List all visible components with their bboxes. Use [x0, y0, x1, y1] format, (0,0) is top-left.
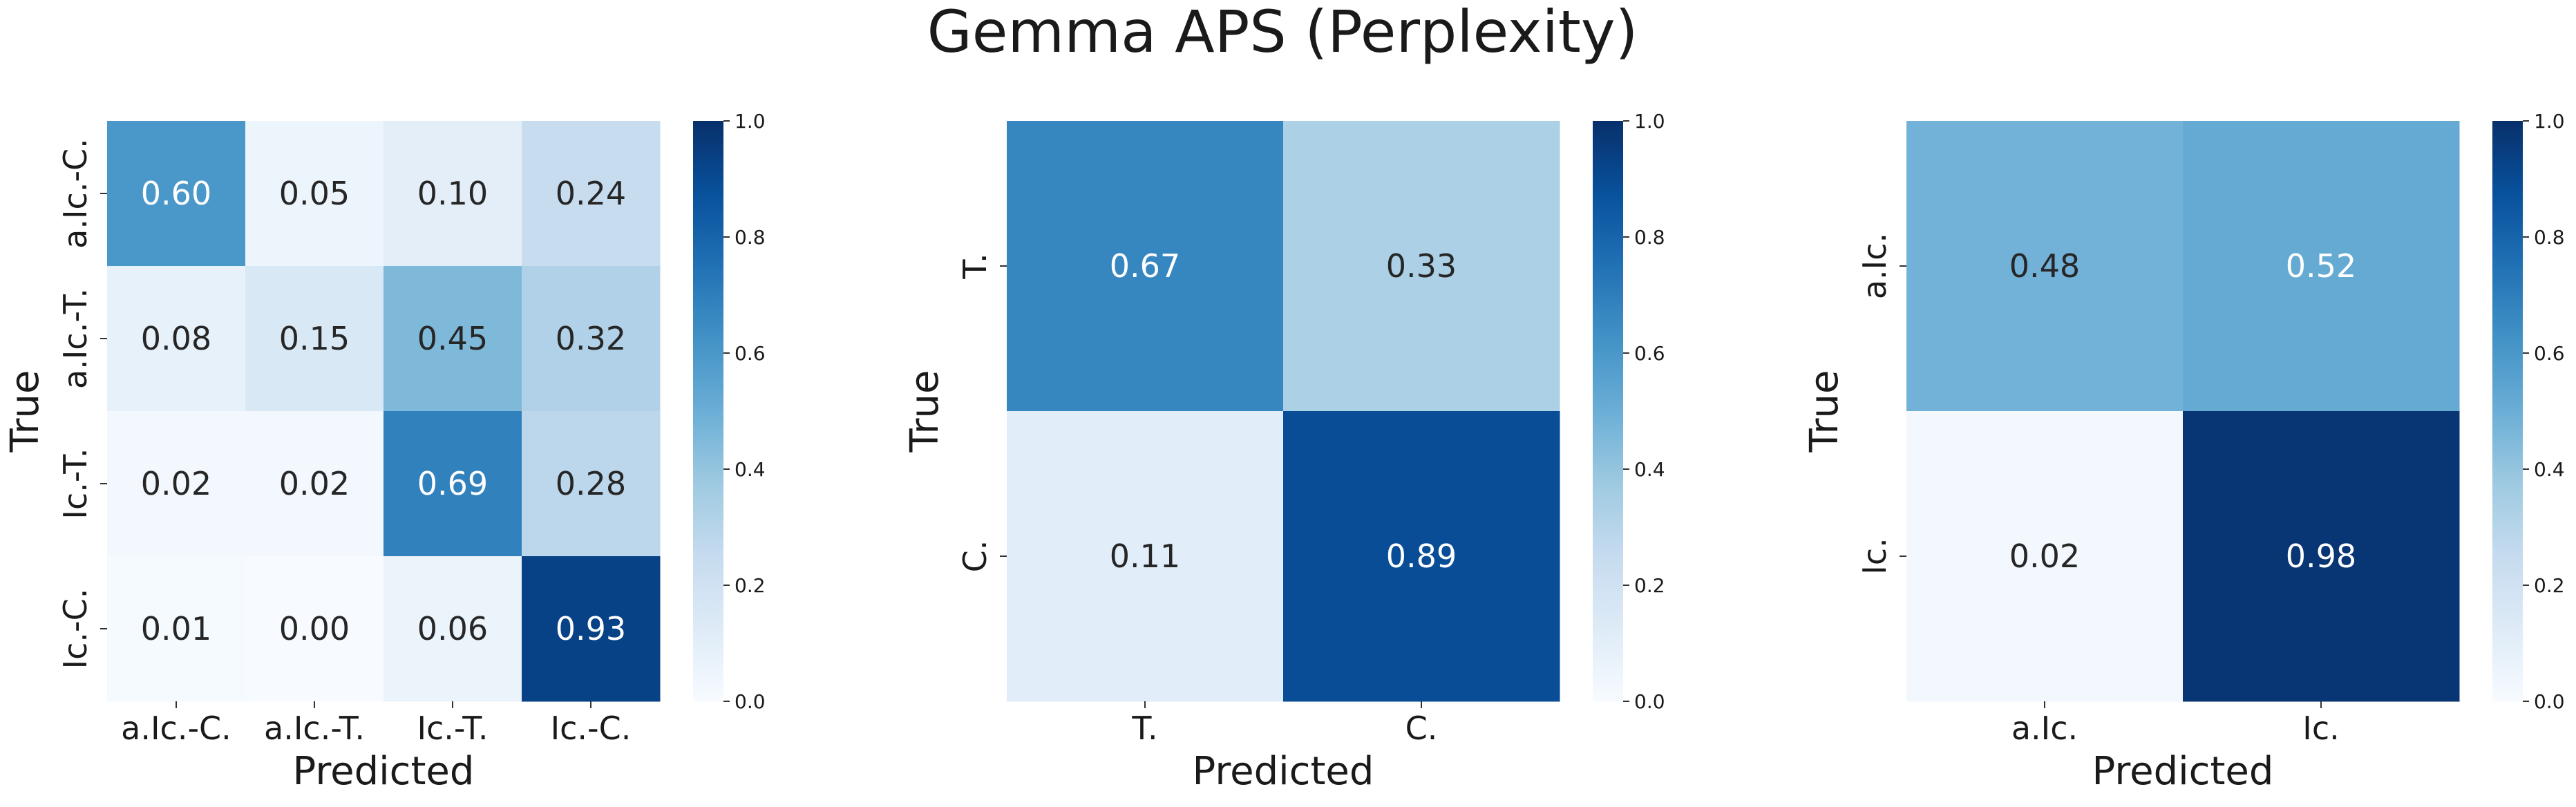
x-tick-label: a.Ic.-T.	[264, 710, 365, 747]
cell-value-label: 0.98	[2286, 538, 2356, 575]
cell-value-label: 0.06	[417, 610, 488, 647]
y-tick-label: T.	[956, 253, 994, 279]
colorbar-tick-label: 0.2	[1634, 574, 1665, 597]
heatmap-cell	[383, 411, 522, 557]
heatmap-cell	[522, 411, 661, 557]
cell-value-label: 0.11	[1110, 538, 1180, 575]
colorbar-tick-label: 0.8	[735, 226, 766, 249]
colorbar	[1593, 121, 1623, 701]
heatmap-panels: 0.60 0.05 0.10 0.24 0.08 0.15 0.45 0.32 0.02 0.02…	[3, 110, 2565, 794]
colorbar-tick-label: 0.6	[1634, 342, 1665, 365]
heatmap-cell	[107, 411, 246, 557]
heatmap-cell	[107, 556, 246, 702]
heatmap-panel-2: 0.67 0.33 0.11 0.89 T. C. T. C. Predicted True 0.0…	[902, 110, 1665, 794]
heatmap-cell	[2183, 121, 2460, 412]
cell-value-label: 0.24	[556, 175, 626, 212]
y-tick-label: Ic.	[1856, 538, 1893, 574]
colorbar-tick-label: 0.4	[2534, 458, 2565, 481]
x-axis-label: Predicted	[2092, 749, 2274, 794]
cell-value-label: 0.32	[556, 320, 626, 357]
y-tick-label: a.Ic.-C.	[57, 138, 94, 249]
heatmap-cell	[1906, 121, 2184, 412]
colorbar-tick-label: 0.0	[2534, 690, 2565, 713]
cell-value-label: 0.02	[141, 465, 211, 502]
y-axis-label: True	[3, 370, 48, 453]
heatmap-cell	[383, 266, 522, 412]
cell-value-label: 0.89	[1386, 538, 1457, 575]
heatmap-cell	[522, 556, 661, 702]
y-axis-label: True	[1802, 370, 1847, 453]
cell-value-label: 0.48	[2009, 247, 2080, 285]
colorbar-tick-label: 0.0	[735, 690, 766, 713]
heatmap-cell	[383, 556, 522, 702]
heatmap-cell	[2183, 411, 2460, 702]
cell-value-label: 0.67	[1110, 247, 1180, 285]
cell-value-label: 0.01	[141, 610, 211, 647]
heatmap-cell	[1283, 411, 1560, 702]
colorbar-tick-label: 0.2	[2534, 574, 2565, 597]
colorbar-tick-label: 0.4	[1634, 458, 1665, 481]
x-tick-label: Ic.	[2302, 710, 2339, 747]
x-tick-label: a.Ic.	[2011, 710, 2078, 747]
x-tick-label: Ic.-T.	[417, 710, 488, 747]
cell-value-label: 0.02	[279, 465, 350, 502]
heatmap-cell	[1906, 411, 2184, 702]
cell-value-label: 0.10	[417, 175, 488, 212]
colorbar-tick-label: 0.6	[735, 342, 766, 365]
colorbar-tick-label: 1.0	[2534, 110, 2565, 133]
y-tick-label: Ic.-C.	[57, 589, 94, 670]
colorbar-tick-label: 0.4	[735, 458, 766, 481]
colorbar-tick-label: 0.8	[1634, 226, 1665, 249]
x-axis-label: Predicted	[1193, 749, 1374, 794]
cell-value-label: 0.08	[141, 320, 211, 357]
colorbar-tick-label: 1.0	[1634, 110, 1665, 133]
x-tick-label: T.	[1131, 710, 1157, 747]
heatmap-cell	[245, 411, 384, 557]
colorbar-tick-label: 0.0	[1634, 690, 1665, 713]
heatmap-cell	[107, 266, 246, 412]
x-tick-label: C.	[1405, 710, 1438, 747]
cell-value-label: 0.93	[556, 610, 626, 647]
cell-value-label: 0.02	[2009, 538, 2080, 575]
figure-title: Gemma APS (Perplexity)	[927, 0, 1638, 66]
y-axis-label: True	[902, 370, 947, 453]
x-tick-label: a.Ic.-C.	[121, 710, 231, 747]
colorbar	[693, 121, 723, 701]
cell-value-label: 0.15	[279, 320, 350, 357]
heatmap-cell	[1283, 121, 1560, 412]
heatmap-cell	[245, 266, 384, 412]
colorbar-tick-label: 0.8	[2534, 226, 2565, 249]
x-axis-label: Predicted	[293, 749, 475, 794]
heatmap-cell	[383, 121, 522, 267]
cell-value-label: 0.00	[279, 610, 350, 647]
heatmap-cell	[107, 121, 246, 267]
y-tick-label: a.Ic.	[1856, 233, 1893, 299]
cell-value-label: 0.52	[2286, 247, 2356, 285]
heatmap-cell	[522, 266, 661, 412]
heatmap-panel-1: 0.60 0.05 0.10 0.24 0.08 0.15 0.45 0.32 0.02 0.02…	[3, 110, 766, 794]
colorbar	[2492, 121, 2523, 701]
y-tick-label: C.	[956, 540, 994, 573]
colorbar-tick-label: 0.6	[2534, 342, 2565, 365]
cell-value-label: 0.28	[556, 465, 626, 502]
y-tick-label: a.Ic.-T.	[57, 288, 94, 389]
heatmap-cell	[522, 121, 661, 267]
cell-value-label: 0.45	[417, 320, 488, 357]
colorbar-tick-label: 0.2	[735, 574, 766, 597]
cell-value-label: 0.05	[279, 175, 350, 212]
heatmap-panel-3: 0.48 0.52 0.02 0.98 a.Ic. Ic. a.Ic. Ic. Predicte…	[1802, 110, 2565, 794]
heatmap-cell	[1007, 411, 1284, 702]
y-tick-label: Ic.-T.	[57, 448, 94, 519]
colorbar-tick-label: 1.0	[735, 110, 766, 133]
cell-value-label: 0.33	[1386, 247, 1457, 285]
heatmap-cell	[1007, 121, 1284, 412]
heatmap-cell	[245, 121, 384, 267]
x-tick-label: Ic.-C.	[551, 710, 632, 747]
heatmap-cell	[245, 556, 384, 702]
cell-value-label: 0.69	[417, 465, 488, 502]
cell-value-label: 0.60	[141, 175, 211, 212]
